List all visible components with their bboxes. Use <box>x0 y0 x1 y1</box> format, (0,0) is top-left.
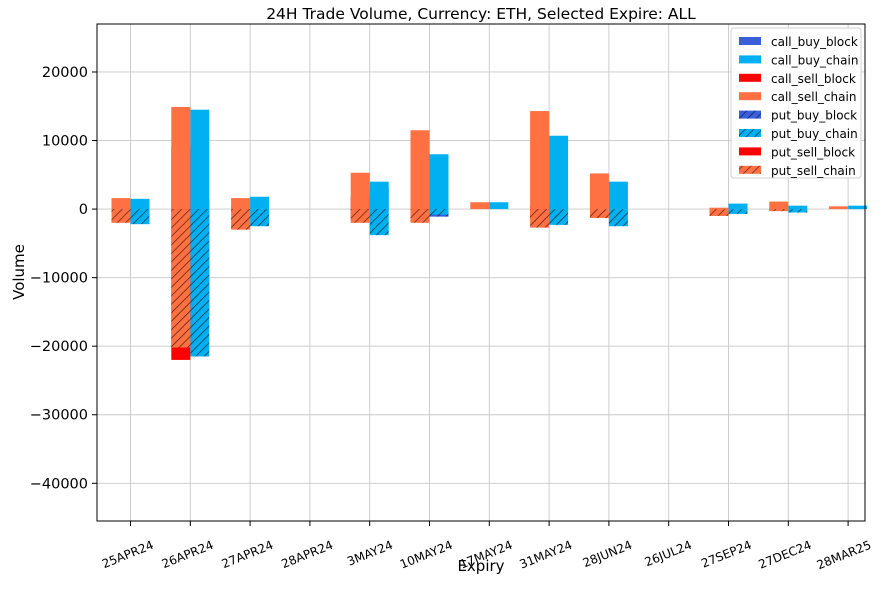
bar-call-buy-chain-25apr24 <box>130 198 150 210</box>
legend-label-put-sell-chain: put_sell_chain <box>771 164 856 178</box>
bar-call-buy-chain-28jun24 <box>608 181 628 210</box>
bar-put-buy-chain-27dec24 <box>788 209 808 213</box>
y-tick-label: −30000 <box>30 408 88 424</box>
legend-swatch-call-sell-block <box>739 73 761 82</box>
y-tick-label: 10000 <box>42 134 88 150</box>
legend-label-put-buy-chain: put_buy_chain <box>771 127 858 141</box>
x-tick-label-28mar25: 28MAR25 <box>815 538 874 573</box>
bar-call-buy-chain-31may24 <box>549 135 569 210</box>
bar-put-sell-chain-27dec24 <box>769 209 789 212</box>
x-tick-label-27sep24: 27SEP24 <box>699 538 753 571</box>
bar-put-sell-chain-27apr24 <box>231 209 251 230</box>
bar-call-buy-chain-17may24 <box>489 202 509 210</box>
y-tick-label: −40000 <box>30 476 88 492</box>
legend-swatch-call-buy-block <box>739 37 761 45</box>
bar-call-sell-chain-27sep24 <box>709 207 729 210</box>
bar-put-sell-chain-31may24 <box>530 209 550 228</box>
bar-put-sell-chain-3may24 <box>350 209 370 223</box>
legend-label-put-sell-block: put_sell_block <box>771 145 855 159</box>
bar-call-sell-chain-10may24 <box>410 130 430 210</box>
bars <box>111 106 868 360</box>
y-tick-label: 20000 <box>42 65 88 81</box>
x-tick-label-10may24: 10MAY24 <box>398 538 455 572</box>
chart-title: 24H Trade Volume, Currency: ETH, Selecte… <box>266 5 696 23</box>
grid <box>97 24 865 521</box>
bar-call-sell-chain-17may24 <box>470 202 490 210</box>
bar-put-buy-chain-31may24 <box>549 209 569 225</box>
bar-call-buy-chain-27sep24 <box>728 203 748 210</box>
legend-swatch-call-sell-chain <box>739 92 761 101</box>
bar-put-buy-chain-25apr24 <box>130 209 150 225</box>
plot-frame <box>96 23 866 522</box>
legend-swatch-put-sell-chain <box>739 165 761 174</box>
y-tick-label: −10000 <box>30 271 88 287</box>
bar-put-sell-chain-26apr24 <box>171 209 191 348</box>
bar-call-sell-chain-27apr24 <box>231 198 251 210</box>
x-axis-label: Expiry <box>457 557 504 575</box>
x-tick-label-31may24: 31MAY24 <box>518 538 575 572</box>
bar-put-buy-chain-3may24 <box>369 209 389 236</box>
bar-call-sell-chain-28mar25 <box>829 206 849 210</box>
legend-label-call-buy-chain: call_buy_chain <box>771 53 858 67</box>
bar-call-buy-chain-10may24 <box>429 154 449 210</box>
bar-put-buy-chain-26apr24 <box>190 209 210 357</box>
legend-label-call-buy-block: call_buy_block <box>771 35 858 49</box>
bar-call-buy-chain-28mar25 <box>848 205 868 210</box>
x-tick-label-3may24: 3MAY24 <box>345 538 395 569</box>
legend-swatch-put-sell-block <box>739 147 761 156</box>
bar-call-buy-chain-27apr24 <box>250 196 270 210</box>
y-tick-label: −20000 <box>30 339 88 355</box>
bar-call-buy-chain-3may24 <box>369 181 389 210</box>
legend-box <box>730 27 862 179</box>
bar-put-sell-chain-25apr24 <box>111 209 131 223</box>
x-tick-label-27apr24: 27APR24 <box>220 538 276 571</box>
bar-call-sell-chain-25apr24 <box>111 198 131 210</box>
x-tick-label-27dec24: 27DEC24 <box>756 538 813 572</box>
bar-put-sell-chain-28jun24 <box>589 209 609 219</box>
x-tick-label-25apr24: 25APR24 <box>100 538 156 571</box>
legend-swatch-call-buy-chain <box>739 55 761 64</box>
x-tick-label-28jun24: 28JUN24 <box>581 538 634 570</box>
bar-call-sell-chain-26apr24 <box>171 106 191 210</box>
bar-put-buy-chain-10may24 <box>429 209 449 215</box>
y-axis: 20000 10000 0 −10000 −20000 −30000 −40000 <box>30 65 97 492</box>
bar-call-sell-chain-28jun24 <box>589 173 609 210</box>
bar-put-sell-chain-10may24 <box>410 209 430 223</box>
bar-call-buy-chain-26apr24 <box>190 109 210 210</box>
legend-label-call-sell-chain: call_sell_chain <box>771 90 856 104</box>
y-tick-label: 0 <box>79 202 88 218</box>
bar-call-sell-chain-31may24 <box>530 111 550 210</box>
bar-put-buy-chain-27sep24 <box>728 209 748 214</box>
legend-swatch-put-buy-chain <box>739 129 761 137</box>
legend-swatch-put-buy-block <box>739 110 761 119</box>
legend: call_buy_block call_buy_chain call_sell_bl… <box>730 27 862 179</box>
x-tick-label-26apr24: 26APR24 <box>160 538 216 571</box>
x-tick-label-28apr24: 28APR24 <box>279 538 335 571</box>
bar-call-buy-chain-27dec24 <box>788 205 808 210</box>
legend-label-put-buy-block: put_buy_block <box>771 109 857 123</box>
bar-put-buy-chain-28jun24 <box>608 209 628 227</box>
legend-label-call-sell-block: call_sell_block <box>771 72 856 86</box>
bar-put-buy-chain-27apr24 <box>250 209 270 227</box>
bar-call-sell-chain-27dec24 <box>769 201 789 210</box>
bar-call-sell-chain-3may24 <box>350 172 370 210</box>
x-tick-label-26jul24: 26JUL24 <box>643 538 694 570</box>
bar-put-sell-chain-27sep24 <box>709 209 729 216</box>
y-axis-label: Volume <box>10 244 28 300</box>
